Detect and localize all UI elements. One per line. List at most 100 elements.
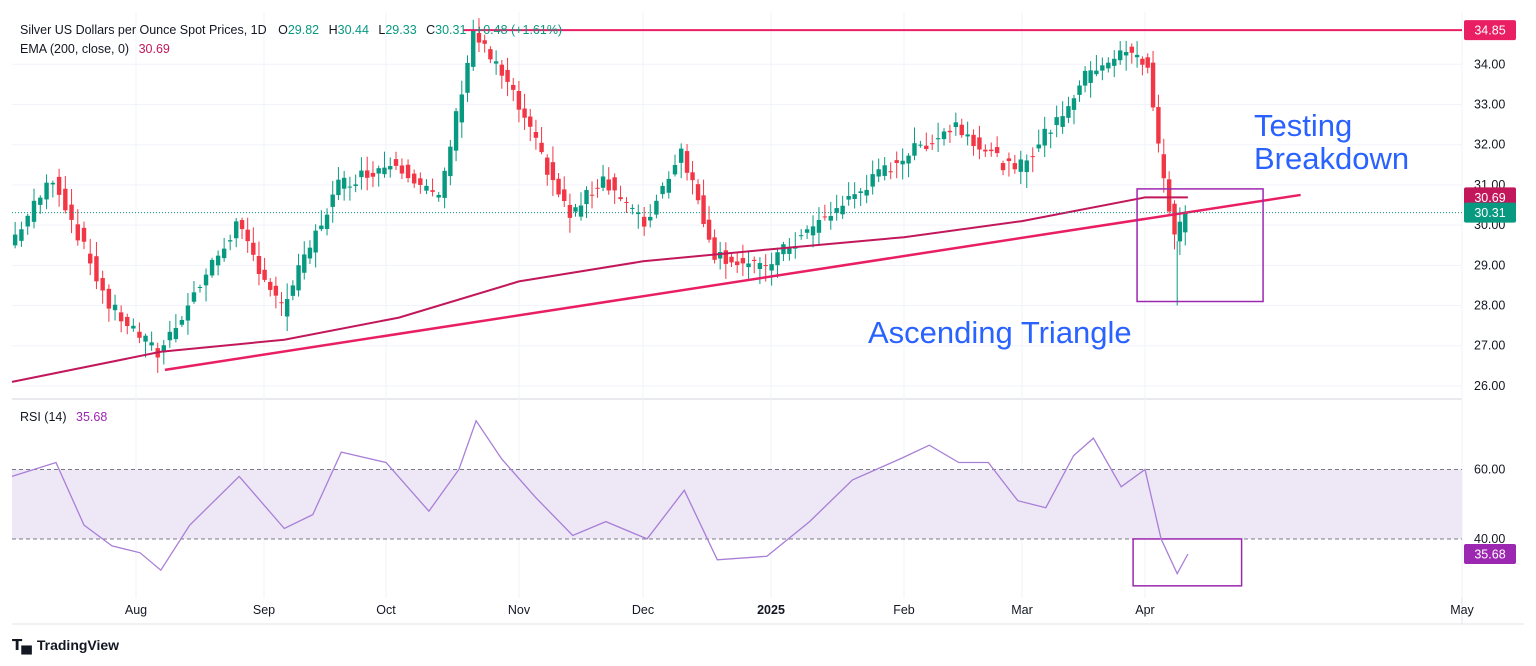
candle-body	[882, 165, 887, 176]
candle-body	[556, 178, 561, 195]
candle-body	[273, 285, 279, 296]
candle-body	[804, 229, 810, 233]
candle-body	[106, 288, 112, 309]
candle-body	[798, 235, 804, 237]
candle-body	[828, 215, 833, 221]
candle-body	[482, 40, 487, 44]
candle-body	[411, 173, 417, 184]
candle-body	[717, 252, 723, 259]
candle-body	[476, 32, 482, 43]
candle-body	[1166, 179, 1172, 212]
chart-title: Silver US Dollars per Ounce Spot Prices,…	[20, 23, 267, 37]
candle-body	[1042, 128, 1047, 146]
candle-body	[1077, 85, 1082, 95]
candle-body	[1012, 163, 1018, 170]
candle-body	[562, 189, 567, 202]
candle-body	[370, 172, 376, 177]
close-value: 30.31	[435, 23, 467, 37]
candle-body	[1172, 203, 1177, 235]
time-tick-label: Nov	[508, 603, 531, 617]
ema-legend: EMA (200, close, 0) 30.69	[20, 42, 170, 56]
candle-body	[1100, 65, 1105, 71]
candle-body	[906, 155, 911, 164]
candle-body	[723, 250, 729, 264]
candle-body	[448, 146, 453, 177]
candle-body	[834, 208, 839, 213]
candle-body	[600, 176, 606, 188]
candle-body	[666, 178, 672, 193]
candle-body	[112, 304, 118, 311]
candle-body	[977, 137, 982, 150]
candle-body	[578, 205, 584, 217]
candle-body	[816, 219, 822, 233]
candle-body	[924, 145, 929, 149]
time-tick-label: Mar	[1011, 603, 1033, 617]
candle-body	[641, 216, 647, 227]
candle-body	[734, 261, 740, 266]
close-label: C	[426, 23, 436, 37]
candle-body	[712, 237, 717, 260]
candle-body	[1145, 57, 1150, 68]
candle-body	[284, 299, 290, 317]
rsi-badge-text: 35.68	[1474, 547, 1505, 561]
candle-body	[781, 244, 786, 255]
candle-body	[775, 252, 780, 266]
candle-body	[660, 185, 665, 195]
candle-body	[545, 157, 550, 175]
candle-body	[1123, 51, 1129, 56]
candle-body	[25, 215, 30, 227]
candle-body	[912, 143, 917, 156]
candle-body	[1036, 144, 1041, 149]
candle-body	[900, 160, 905, 165]
trendlines	[12, 29, 1462, 372]
candle-body	[567, 204, 573, 218]
candle-body	[695, 184, 701, 201]
candle-body	[870, 174, 875, 187]
candles	[12, 18, 1188, 373]
ohlc-legend: Silver US Dollars per Ounce Spot Prices,…	[20, 23, 562, 37]
ema-badge-bg	[1464, 187, 1516, 208]
rsi-label: RSI (14)	[20, 410, 67, 424]
candle-body	[971, 134, 976, 147]
rsi-badge-bg	[1464, 543, 1516, 564]
candle-body	[740, 258, 746, 264]
candle-body	[359, 170, 364, 178]
candle-body	[118, 312, 124, 322]
candle-body	[1088, 70, 1093, 83]
candle-body	[989, 149, 994, 152]
candle-body	[1177, 221, 1183, 242]
candle-body	[757, 263, 763, 269]
candle-body	[69, 204, 74, 220]
ema-200-line	[11, 196, 1188, 383]
candle-body	[701, 195, 706, 224]
candle-body	[1060, 116, 1065, 127]
candle-body	[137, 331, 142, 338]
candle-body	[376, 168, 381, 174]
rsi-legend: RSI (14) 35.68	[20, 410, 107, 424]
candle-body	[1054, 117, 1059, 126]
tradingview-logo[interactable]: 𝗧▄ TradingView	[12, 636, 119, 654]
candle-body	[88, 253, 93, 264]
candle-body	[983, 149, 988, 152]
candle-body	[1140, 58, 1145, 65]
candle-body	[959, 124, 964, 136]
candle-body	[522, 108, 527, 118]
price-tick-label: 28.00	[1474, 299, 1505, 313]
rsi-band	[12, 468, 1462, 540]
candle-body	[442, 170, 447, 198]
candle-body	[965, 134, 970, 137]
candle-body	[1048, 132, 1053, 134]
high-value: 30.44	[337, 23, 369, 37]
candle-body	[465, 63, 470, 93]
candle-body	[227, 240, 233, 242]
candle-body	[81, 227, 87, 242]
candle-body	[1150, 62, 1156, 108]
candle-body	[1071, 98, 1077, 110]
brand-name: TradingView	[36, 637, 120, 653]
candle-body	[488, 49, 493, 60]
candle-body	[336, 179, 341, 196]
candle-body	[648, 216, 653, 221]
candle-body	[1112, 58, 1117, 66]
candle-body	[364, 170, 370, 178]
